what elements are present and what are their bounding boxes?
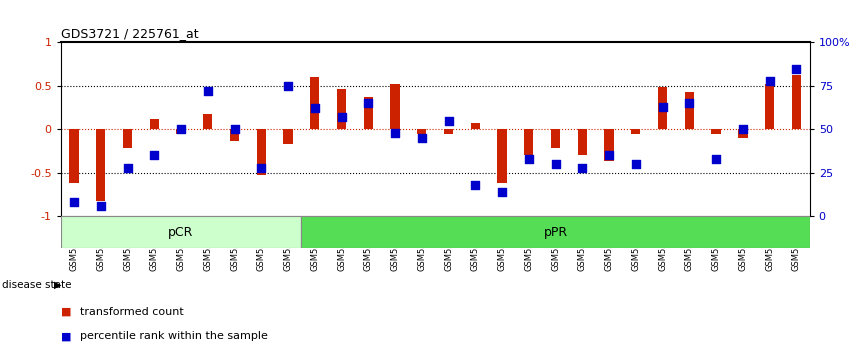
Text: ▶: ▶ bbox=[54, 280, 61, 290]
Point bbox=[736, 126, 750, 132]
Point bbox=[94, 203, 107, 209]
Text: ■: ■ bbox=[61, 331, 71, 341]
Bar bbox=[310, 77, 320, 129]
Text: pCR: pCR bbox=[168, 225, 194, 239]
Bar bbox=[604, 129, 614, 161]
Bar bbox=[738, 129, 747, 138]
Point bbox=[602, 153, 616, 158]
Bar bbox=[69, 129, 79, 183]
Text: percentile rank within the sample: percentile rank within the sample bbox=[80, 331, 268, 341]
Bar bbox=[711, 129, 721, 134]
Point bbox=[469, 182, 482, 188]
Point bbox=[361, 101, 375, 106]
Bar bbox=[792, 75, 801, 129]
Bar bbox=[364, 97, 373, 129]
Bar bbox=[61, 216, 301, 248]
Point bbox=[763, 78, 777, 84]
Point bbox=[255, 165, 268, 170]
Bar bbox=[256, 129, 266, 175]
Point bbox=[790, 66, 804, 72]
Bar bbox=[96, 129, 106, 201]
Bar bbox=[337, 88, 346, 129]
Point bbox=[629, 161, 643, 167]
Bar bbox=[417, 129, 426, 134]
Bar bbox=[497, 129, 507, 183]
Bar bbox=[765, 84, 774, 129]
Bar bbox=[391, 84, 400, 129]
Bar bbox=[150, 119, 159, 129]
Point bbox=[656, 104, 669, 110]
Bar bbox=[123, 129, 132, 148]
Point bbox=[495, 189, 509, 195]
Point bbox=[147, 153, 161, 158]
Bar bbox=[658, 87, 667, 129]
Point bbox=[67, 200, 81, 205]
Bar bbox=[631, 129, 641, 134]
Bar bbox=[524, 129, 533, 155]
Point bbox=[281, 83, 295, 89]
Bar bbox=[283, 129, 293, 144]
Bar bbox=[444, 129, 453, 134]
Bar bbox=[470, 123, 480, 129]
Point bbox=[201, 88, 215, 94]
Point bbox=[120, 165, 134, 170]
Point bbox=[307, 105, 321, 111]
Text: ■: ■ bbox=[61, 307, 71, 316]
Point bbox=[388, 130, 402, 136]
Point bbox=[415, 135, 429, 141]
Bar bbox=[301, 216, 810, 248]
Point bbox=[174, 126, 188, 132]
Point bbox=[334, 114, 348, 120]
Text: pPR: pPR bbox=[544, 225, 567, 239]
Point bbox=[522, 156, 536, 162]
Point bbox=[228, 126, 242, 132]
Bar bbox=[177, 129, 185, 134]
Point bbox=[442, 118, 456, 124]
Point bbox=[575, 165, 589, 170]
Point bbox=[682, 101, 696, 106]
Bar bbox=[204, 114, 212, 129]
Bar bbox=[578, 129, 587, 155]
Point bbox=[709, 156, 723, 162]
Point bbox=[549, 161, 563, 167]
Text: transformed count: transformed count bbox=[80, 307, 184, 316]
Bar bbox=[685, 92, 694, 129]
Text: disease state: disease state bbox=[2, 280, 71, 290]
Bar bbox=[229, 129, 239, 141]
Bar bbox=[551, 129, 560, 148]
Text: GDS3721 / 225761_at: GDS3721 / 225761_at bbox=[61, 27, 198, 40]
